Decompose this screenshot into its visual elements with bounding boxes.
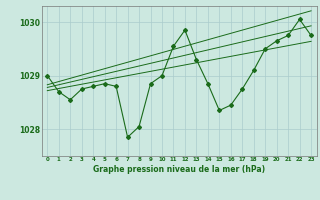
X-axis label: Graphe pression niveau de la mer (hPa): Graphe pression niveau de la mer (hPa) (93, 165, 265, 174)
